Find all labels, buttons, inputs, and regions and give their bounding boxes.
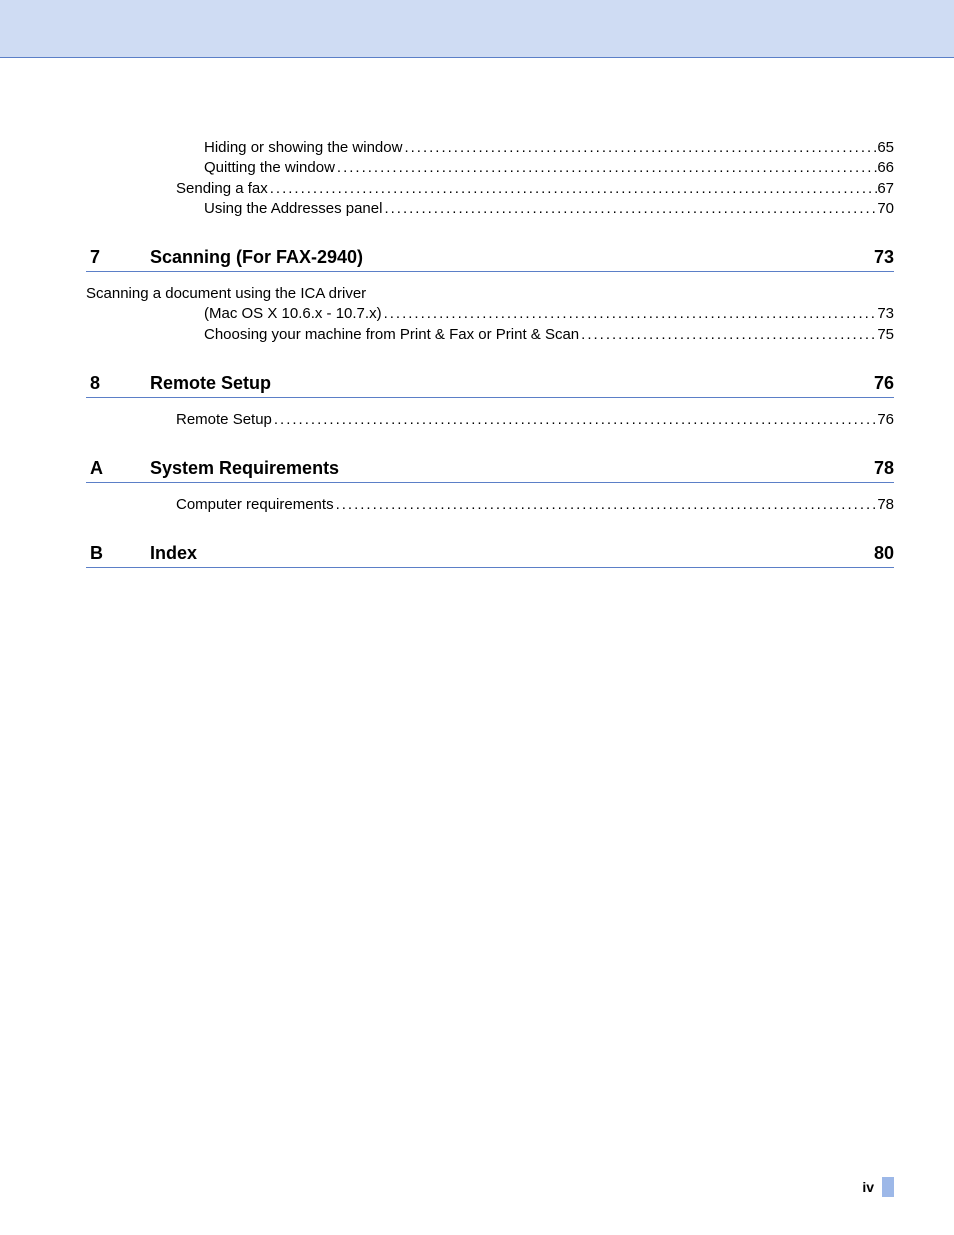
- toc-entry-page: 65: [877, 138, 894, 158]
- section-page: 76: [874, 373, 894, 394]
- toc-dots: ........................................…: [334, 495, 878, 515]
- section-heading-b[interactable]: B Index 80: [86, 543, 894, 568]
- toc-entry-label: Hiding or showing the window: [86, 138, 402, 158]
- toc-dots: ........................................…: [268, 179, 878, 199]
- toc-entry-label: Remote Setup: [86, 410, 272, 430]
- toc-entry-label: (Mac OS X 10.6.x - 10.7.x): [86, 304, 382, 324]
- toc-entry-page: 73: [877, 304, 894, 324]
- toc-entry-page: 76: [877, 410, 894, 430]
- toc-dots: ........................................…: [335, 158, 877, 178]
- toc-entry[interactable]: Quitting the window ....................…: [86, 158, 894, 178]
- section-title: Index: [150, 543, 874, 564]
- toc-entry-label: Scanning a document using the ICA driver: [86, 284, 366, 304]
- section-heading-8[interactable]: 8 Remote Setup 76: [86, 373, 894, 398]
- toc-content: Hiding or showing the window ...........…: [0, 58, 954, 568]
- section-number: 7: [86, 247, 150, 268]
- toc-entry[interactable]: Hiding or showing the window ...........…: [86, 138, 894, 158]
- section-number: A: [86, 458, 150, 479]
- toc-entry-label: Using the Addresses panel: [86, 199, 382, 219]
- toc-entry[interactable]: Sending a fax ..........................…: [86, 179, 894, 199]
- page-number: iv: [862, 1179, 874, 1195]
- toc-dots: ........................................…: [382, 304, 878, 324]
- section-7-entries: Scanning a document using the ICA driver…: [86, 284, 894, 345]
- toc-entry-page: 70: [877, 199, 894, 219]
- toc-entry[interactable]: Choosing your machine from Print & Fax o…: [86, 325, 894, 345]
- section-heading-7[interactable]: 7 Scanning (For FAX-2940) 73: [86, 247, 894, 272]
- toc-entry-label: Sending a fax: [86, 179, 268, 199]
- toc-dots: ........................................…: [402, 138, 877, 158]
- toc-dots: ........................................…: [579, 325, 877, 345]
- toc-dots: ........................................…: [272, 410, 877, 430]
- toc-entry[interactable]: Computer requirements ..................…: [86, 495, 894, 515]
- footer-tab: [882, 1177, 894, 1197]
- section-number: B: [86, 543, 150, 564]
- toc-entry[interactable]: (Mac OS X 10.6.x - 10.7.x) .............…: [86, 304, 894, 324]
- section-title: System Requirements: [150, 458, 874, 479]
- section-page: 73: [874, 247, 894, 268]
- toc-entry-page: 75: [877, 325, 894, 345]
- section-number: 8: [86, 373, 150, 394]
- toc-entry-page: 67: [877, 179, 894, 199]
- toc-entry[interactable]: Scanning a document using the ICA driver: [86, 284, 894, 304]
- section-a-entries: Computer requirements ..................…: [86, 495, 894, 515]
- section-title: Scanning (For FAX-2940): [150, 247, 874, 268]
- section-title: Remote Setup: [150, 373, 874, 394]
- toc-entry-label: Computer requirements: [86, 495, 334, 515]
- toc-dots: ........................................…: [382, 199, 877, 219]
- toc-entry-page: 78: [877, 495, 894, 515]
- toc-continuation: Hiding or showing the window ...........…: [86, 138, 894, 219]
- header-band: [0, 0, 954, 58]
- section-8-entries: Remote Setup ...........................…: [86, 410, 894, 430]
- page-footer: iv: [862, 1177, 894, 1197]
- toc-entry-page: 66: [877, 158, 894, 178]
- section-page: 78: [874, 458, 894, 479]
- toc-entry[interactable]: Remote Setup ...........................…: [86, 410, 894, 430]
- section-page: 80: [874, 543, 894, 564]
- toc-entry-label: Choosing your machine from Print & Fax o…: [86, 325, 579, 345]
- toc-entry-label: Quitting the window: [86, 158, 335, 178]
- toc-entry[interactable]: Using the Addresses panel ..............…: [86, 199, 894, 219]
- section-heading-a[interactable]: A System Requirements 78: [86, 458, 894, 483]
